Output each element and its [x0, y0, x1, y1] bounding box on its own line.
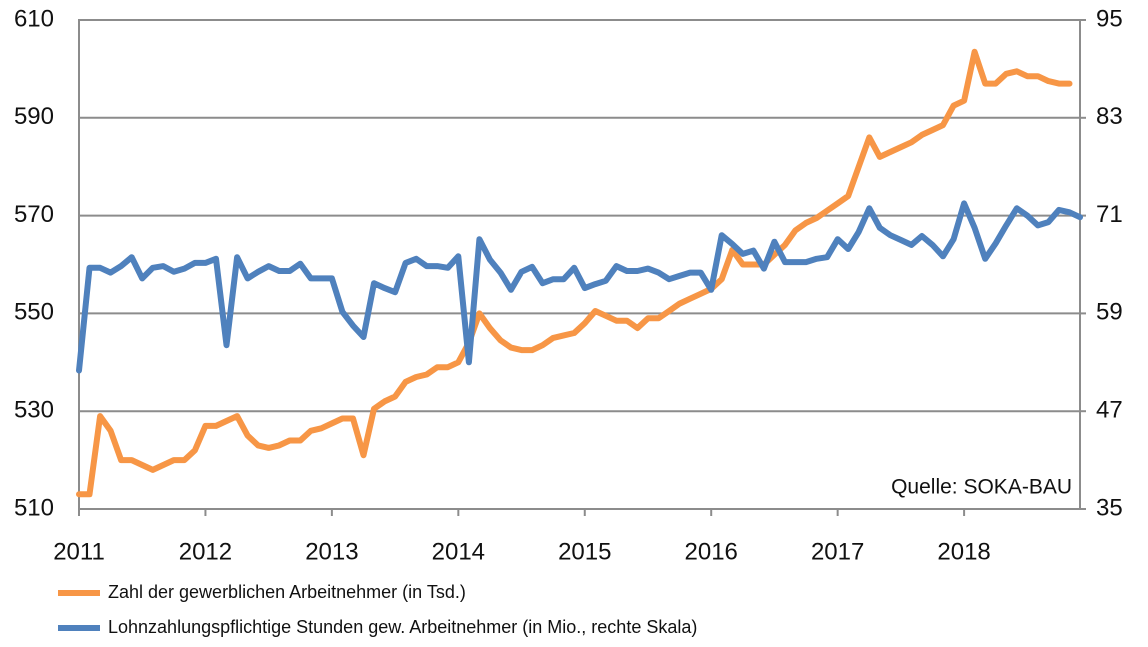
series-line [76, 48, 1073, 498]
y-tick-label: 570 [14, 201, 54, 228]
x-tick-label: 2014 [432, 538, 485, 565]
y2-tick-label: 95 [1096, 5, 1123, 32]
series-line [76, 200, 1083, 374]
y-tick-label: 530 [14, 397, 54, 424]
y-tick-label: 590 [14, 103, 54, 130]
y2-tick-label: 35 [1096, 494, 1123, 521]
x-tick-label: 2011 [53, 538, 105, 565]
legend-label: Zahl der gewerblichen Arbeitnehmer (in T… [108, 582, 466, 602]
x-tick-label: 2012 [179, 538, 232, 565]
y2-tick-label: 83 [1096, 103, 1123, 130]
x-tick-label: 2018 [937, 538, 990, 565]
y2-tick-label: 59 [1096, 299, 1123, 326]
y2-tick-label: 47 [1096, 397, 1123, 424]
x-tick-label: 2017 [811, 538, 864, 565]
source-note: Quelle: SOKA-BAU [891, 476, 1072, 499]
x-tick-label: 2015 [558, 538, 611, 565]
x-tick-label: 2016 [685, 538, 738, 565]
y2-tick-label: 71 [1096, 201, 1123, 228]
y-tick-label: 610 [14, 5, 54, 32]
legend-label: Lohnzahlungspflichtige Stunden gew. Arbe… [108, 617, 697, 637]
plot-frame [78, 19, 1081, 510]
x-tick-label: 2013 [305, 538, 358, 565]
y-tick-label: 510 [14, 494, 54, 521]
y-tick-label: 550 [14, 299, 54, 326]
